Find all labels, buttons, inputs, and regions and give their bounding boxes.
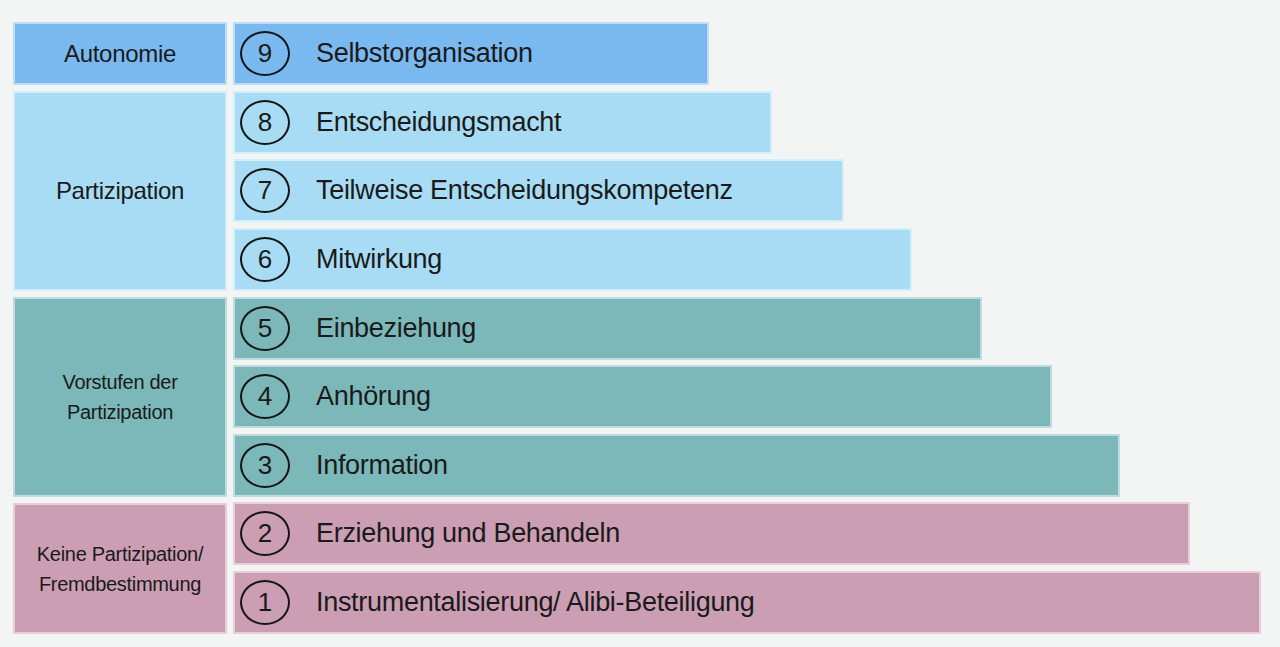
category-label-partizipation: Partizipation <box>56 173 184 209</box>
category-block-partizipation: Partizipation <box>13 91 227 291</box>
step-label: Erziehung und Behandeln <box>316 518 620 549</box>
category-label-keine-partizipation: Keine Partizipation/ Fremdbestimmung <box>37 539 203 599</box>
category-label-line: Partizipation <box>62 397 177 427</box>
category-label-line: Autonomie <box>64 36 176 72</box>
step-bar-2-erziehung-und-behandeln: 2 Erziehung und Behandeln <box>233 502 1190 565</box>
step-label: Teilweise Entscheidungskompetenz <box>316 175 733 206</box>
participation-ladder-diagram: Autonomie Partizipation Vorstufen der Pa… <box>0 0 1280 647</box>
category-label-line: Vorstufen der <box>62 367 177 397</box>
step-number-circle: 3 <box>240 443 290 488</box>
category-label-line: Partizipation <box>56 173 184 209</box>
step-number: 4 <box>258 381 272 412</box>
step-number: 8 <box>258 107 272 138</box>
step-label: Einbeziehung <box>316 313 476 344</box>
step-number-circle: 6 <box>240 237 290 282</box>
step-bar-5-einbeziehung: 5 Einbeziehung <box>233 297 982 360</box>
step-number-circle: 5 <box>240 306 290 351</box>
step-number: 2 <box>258 518 272 549</box>
step-label: Entscheidungsmacht <box>316 107 561 138</box>
category-label-line: Keine Partizipation/ <box>37 539 203 569</box>
category-label-line: Fremdbestimmung <box>37 569 203 599</box>
category-block-keine-partizipation: Keine Partizipation/ Fremdbestimmung <box>13 503 227 634</box>
step-number-circle: 8 <box>240 100 290 145</box>
step-number: 5 <box>258 313 272 344</box>
step-label: Anhörung <box>316 381 431 412</box>
step-label: Information <box>316 450 448 481</box>
step-number-circle: 9 <box>240 31 290 76</box>
step-bar-1-instrumentalisierung: 1 Instrumentalisierung/ Alibi-Beteiligun… <box>233 571 1261 634</box>
step-number-circle: 2 <box>240 511 290 556</box>
step-label: Selbstorganisation <box>316 38 533 69</box>
step-bar-6-mitwirkung: 6 Mitwirkung <box>233 228 912 291</box>
category-block-vorstufen-der-partizipation: Vorstufen der Partizipation <box>13 297 227 497</box>
step-bar-8-entscheidungsmacht: 8 Entscheidungsmacht <box>233 91 772 154</box>
step-number: 9 <box>258 38 272 69</box>
step-number-circle: 7 <box>240 168 290 213</box>
step-label: Instrumentalisierung/ Alibi-Beteiligung <box>316 587 755 618</box>
step-number: 6 <box>258 244 272 275</box>
step-number: 1 <box>258 587 272 618</box>
step-bar-4-anhoerung: 4 Anhörung <box>233 365 1052 428</box>
category-block-autonomie: Autonomie <box>13 22 227 85</box>
step-bar-9-selbstorganisation: 9 Selbstorganisation <box>233 22 709 85</box>
step-number-circle: 1 <box>240 580 290 625</box>
step-label: Mitwirkung <box>316 244 442 275</box>
category-label-autonomie: Autonomie <box>64 36 176 72</box>
step-number: 7 <box>258 175 272 206</box>
step-number: 3 <box>258 450 272 481</box>
category-label-vorstufen: Vorstufen der Partizipation <box>62 367 177 427</box>
step-number-circle: 4 <box>240 374 290 419</box>
step-bar-7-teilweise-entscheidungskompetenz: 7 Teilweise Entscheidungskompetenz <box>233 159 844 222</box>
step-bar-3-information: 3 Information <box>233 434 1120 497</box>
